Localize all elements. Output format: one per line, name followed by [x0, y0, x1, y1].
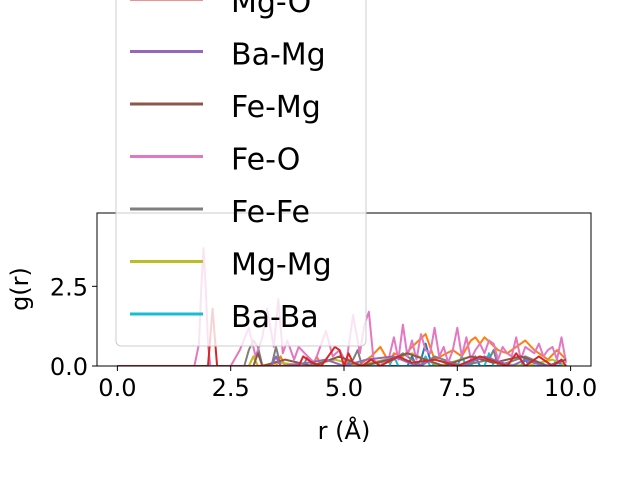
legend-label: Ba-Ba	[231, 300, 319, 335]
legend-box	[115, 0, 367, 347]
legend-label: Mg-O	[231, 0, 311, 20]
y-tick-label: 2.5	[50, 273, 88, 301]
y-tick-label: 0.0	[50, 353, 88, 381]
legend-label: Fe-O	[231, 143, 300, 178]
x-tick-label: 5.0	[325, 374, 363, 402]
legend-items: Mg-O Ba-Mg Fe-Mg Fe-O Fe-Fe Mg-Mg Ba-Ba	[130, 0, 332, 335]
legend-label: Ba-Mg	[231, 38, 326, 73]
legend-label: Fe-Mg	[231, 90, 321, 125]
series-line-1	[117, 355, 562, 366]
x-tick-label: 10.0	[544, 374, 597, 402]
series-line-8	[117, 333, 567, 366]
x-axis-label: r (Å)	[318, 416, 371, 445]
y-axis-label: g(r)	[6, 267, 34, 311]
legend-label: Fe-Fe	[231, 195, 310, 230]
x-tick-label: 2.5	[212, 374, 250, 402]
series-line-0	[117, 307, 567, 366]
x-tick-label: 7.5	[438, 374, 476, 402]
y-axis-ticks: 0.0 2.5	[50, 273, 97, 381]
series-layer	[117, 247, 568, 366]
x-tick-label: 0.0	[98, 374, 136, 402]
legend: Mg-O Ba-Mg Fe-Mg Fe-O Fe-Fe Mg-Mg Ba-Ba	[115, 0, 367, 347]
series-line-4	[117, 339, 567, 366]
x-axis-ticks: 0.0 2.5 5.0 7.5 10.0	[98, 366, 597, 402]
legend-label: Mg-Mg	[231, 248, 332, 283]
